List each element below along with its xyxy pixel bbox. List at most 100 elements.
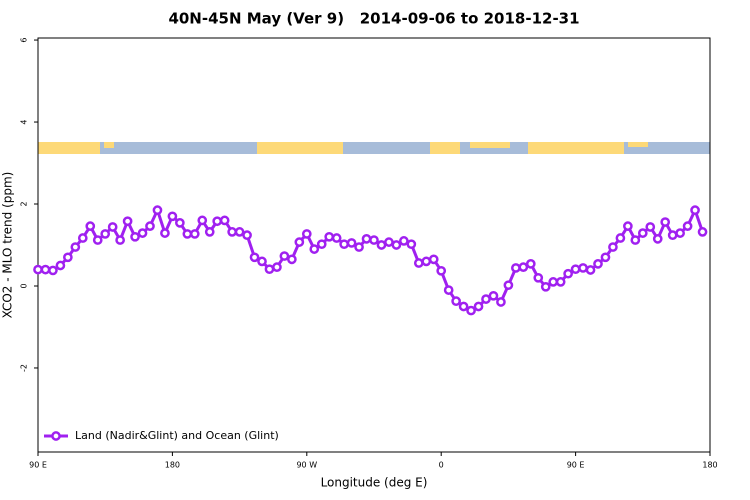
data-point — [294, 237, 305, 247]
y-axis-label: XCO2 - MLO trend (ppm) — [1, 172, 15, 319]
data-point — [473, 301, 484, 312]
data-point — [167, 211, 178, 222]
data-point — [361, 234, 372, 244]
data-point — [637, 228, 648, 238]
data-point — [197, 215, 208, 226]
plot-frame — [37, 37, 711, 453]
data-point — [376, 240, 387, 250]
data-point — [160, 228, 170, 238]
data-point — [115, 235, 125, 245]
data-point — [645, 222, 656, 232]
x-tick-label: 90 E — [29, 461, 47, 470]
data-point — [667, 230, 678, 241]
data-point — [593, 259, 603, 269]
data-point — [354, 242, 364, 252]
y-tick-label: -2 — [20, 364, 29, 372]
data-point — [615, 233, 626, 243]
y-tick-label: 0 — [20, 283, 29, 288]
data-point — [525, 259, 536, 269]
data-point — [600, 252, 611, 263]
data-point — [675, 228, 685, 238]
land — [104, 142, 114, 148]
data-point — [137, 228, 148, 238]
data-point — [384, 237, 394, 247]
data-point — [145, 221, 155, 231]
data-point — [428, 254, 439, 265]
data-point — [451, 296, 461, 307]
land — [257, 142, 343, 154]
data-point — [227, 227, 237, 237]
x-tick-label: 180 — [702, 461, 717, 470]
data-point — [40, 264, 51, 275]
data-point — [697, 227, 708, 237]
x-tick-label: 0 — [439, 461, 444, 470]
data-point — [249, 252, 260, 263]
data-point — [316, 239, 327, 250]
y-tick-label: 4 — [20, 119, 29, 124]
land — [430, 142, 460, 154]
data-point — [242, 230, 252, 241]
data-point — [458, 301, 469, 312]
data-point — [33, 264, 43, 275]
data-point — [608, 242, 618, 252]
x-axis-label: Longitude (deg E) — [321, 476, 428, 490]
data-point — [488, 290, 499, 301]
data-point — [652, 234, 663, 244]
data-point — [182, 229, 193, 239]
data-point — [85, 221, 96, 231]
data-point — [339, 239, 349, 250]
data-point — [130, 231, 140, 242]
data-point — [48, 265, 58, 276]
data-point — [100, 229, 111, 239]
data-point — [309, 244, 320, 254]
data-point — [189, 229, 200, 239]
data-point — [92, 235, 103, 245]
data-point — [70, 242, 81, 252]
data-point — [264, 264, 275, 275]
data-point — [287, 254, 297, 265]
land-ocean-band — [38, 142, 710, 154]
data-point — [511, 263, 521, 273]
data-point — [55, 260, 66, 271]
data-point — [421, 256, 432, 267]
x-tick-label: 180 — [165, 461, 180, 470]
data-point — [563, 268, 573, 279]
data-point — [219, 215, 230, 226]
data-point — [443, 285, 454, 295]
data-point — [413, 258, 424, 268]
data-point — [399, 236, 409, 246]
data-point — [279, 251, 290, 261]
data-point — [503, 280, 514, 291]
data-point — [466, 305, 476, 316]
data-point — [623, 221, 633, 231]
legend-marker — [51, 431, 61, 441]
data-point — [391, 240, 402, 250]
data-point — [436, 265, 447, 276]
data-point — [272, 262, 282, 272]
legend-label: Land (Nadir&Glint) and Ocean (Glint) — [75, 429, 279, 442]
land — [528, 142, 624, 154]
data-point — [77, 233, 88, 243]
data-point — [555, 277, 566, 287]
data-point — [570, 264, 581, 275]
data-point — [234, 227, 245, 237]
data-point — [122, 216, 133, 227]
data-point — [406, 239, 417, 250]
data-point — [369, 235, 379, 245]
y-tick-label: 6 — [20, 38, 29, 43]
data-point — [301, 229, 312, 239]
data-point — [496, 297, 506, 307]
data-point — [107, 222, 118, 232]
data-point — [690, 205, 700, 216]
data-point — [585, 265, 596, 275]
x-tick-label: 90 W — [296, 461, 317, 470]
data-point — [518, 262, 529, 272]
data-point — [533, 272, 544, 283]
data-point — [331, 233, 342, 243]
land — [628, 142, 648, 147]
data-point — [481, 294, 491, 304]
y-tick-label: 2 — [20, 201, 29, 206]
data-point — [152, 205, 163, 216]
x-tick-label: 90 E — [567, 461, 585, 470]
